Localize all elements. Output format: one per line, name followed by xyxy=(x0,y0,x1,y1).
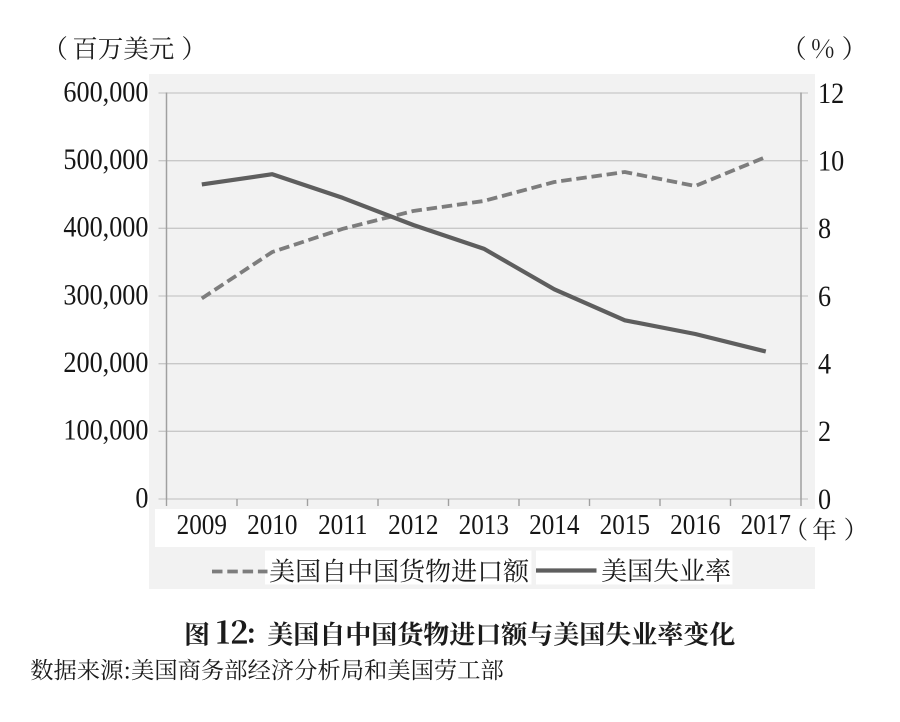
svg-text:2012: 2012 xyxy=(388,509,438,541)
svg-text:300,000: 300,000 xyxy=(63,279,148,312)
svg-text:600,000: 600,000 xyxy=(63,76,148,109)
svg-text:0: 0 xyxy=(818,483,831,516)
svg-text:2011: 2011 xyxy=(318,509,367,541)
svg-text:8: 8 xyxy=(818,213,831,246)
svg-text:12: 12 xyxy=(818,77,844,110)
svg-text:200,000: 200,000 xyxy=(63,347,148,380)
svg-text:400,000: 400,000 xyxy=(63,211,148,244)
svg-text:2016: 2016 xyxy=(670,509,720,541)
svg-text:4: 4 xyxy=(818,348,831,381)
svg-text:0: 0 xyxy=(135,482,148,515)
svg-text:100,000: 100,000 xyxy=(63,414,148,447)
svg-text:2013: 2013 xyxy=(459,509,509,541)
svg-text:2: 2 xyxy=(818,416,831,449)
svg-text:6: 6 xyxy=(818,280,831,313)
svg-text:500,000: 500,000 xyxy=(63,144,148,177)
svg-text:2010: 2010 xyxy=(247,509,297,541)
svg-text:2015: 2015 xyxy=(600,509,650,541)
svg-text:2009: 2009 xyxy=(177,509,227,541)
svg-text:2017: 2017 xyxy=(741,509,791,541)
svg-text:2014: 2014 xyxy=(529,509,580,541)
svg-text:10: 10 xyxy=(818,145,844,178)
